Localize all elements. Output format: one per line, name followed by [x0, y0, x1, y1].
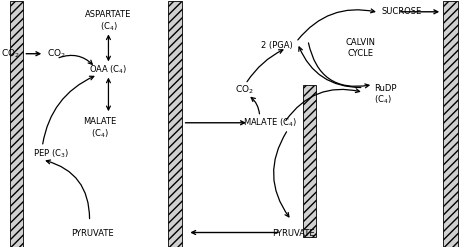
Text: MALATE: MALATE	[83, 117, 117, 126]
Text: (C$_4$): (C$_4$)	[91, 127, 109, 140]
Bar	[443, 1, 458, 247]
Text: ASPARTATE: ASPARTATE	[85, 10, 132, 19]
Bar	[10, 1, 23, 247]
Text: CO$_2$: CO$_2$	[235, 83, 254, 96]
Text: CO$_2$: CO$_2$	[47, 47, 66, 60]
Text: (C$_4$): (C$_4$)	[374, 93, 392, 106]
Text: CYCLE: CYCLE	[348, 49, 374, 58]
Text: SUCROSE: SUCROSE	[381, 7, 421, 16]
Text: 2 (PGA): 2 (PGA)	[261, 41, 293, 50]
Text: PYRUVATE: PYRUVATE	[273, 229, 315, 238]
Text: PYRUVATE: PYRUVATE	[72, 229, 114, 238]
Text: MALATE (C$_4$): MALATE (C$_4$)	[243, 117, 297, 129]
Text: PEP (C$_3$): PEP (C$_3$)	[33, 147, 69, 160]
Text: CALVIN: CALVIN	[346, 38, 376, 47]
Text: CO$_2$: CO$_2$	[0, 47, 19, 60]
Bar	[168, 1, 182, 247]
Text: OAA (C$_4$): OAA (C$_4$)	[89, 63, 128, 76]
Text: RuDP: RuDP	[374, 84, 397, 93]
Text: (C$_4$): (C$_4$)	[100, 20, 117, 33]
Bar	[303, 85, 317, 237]
